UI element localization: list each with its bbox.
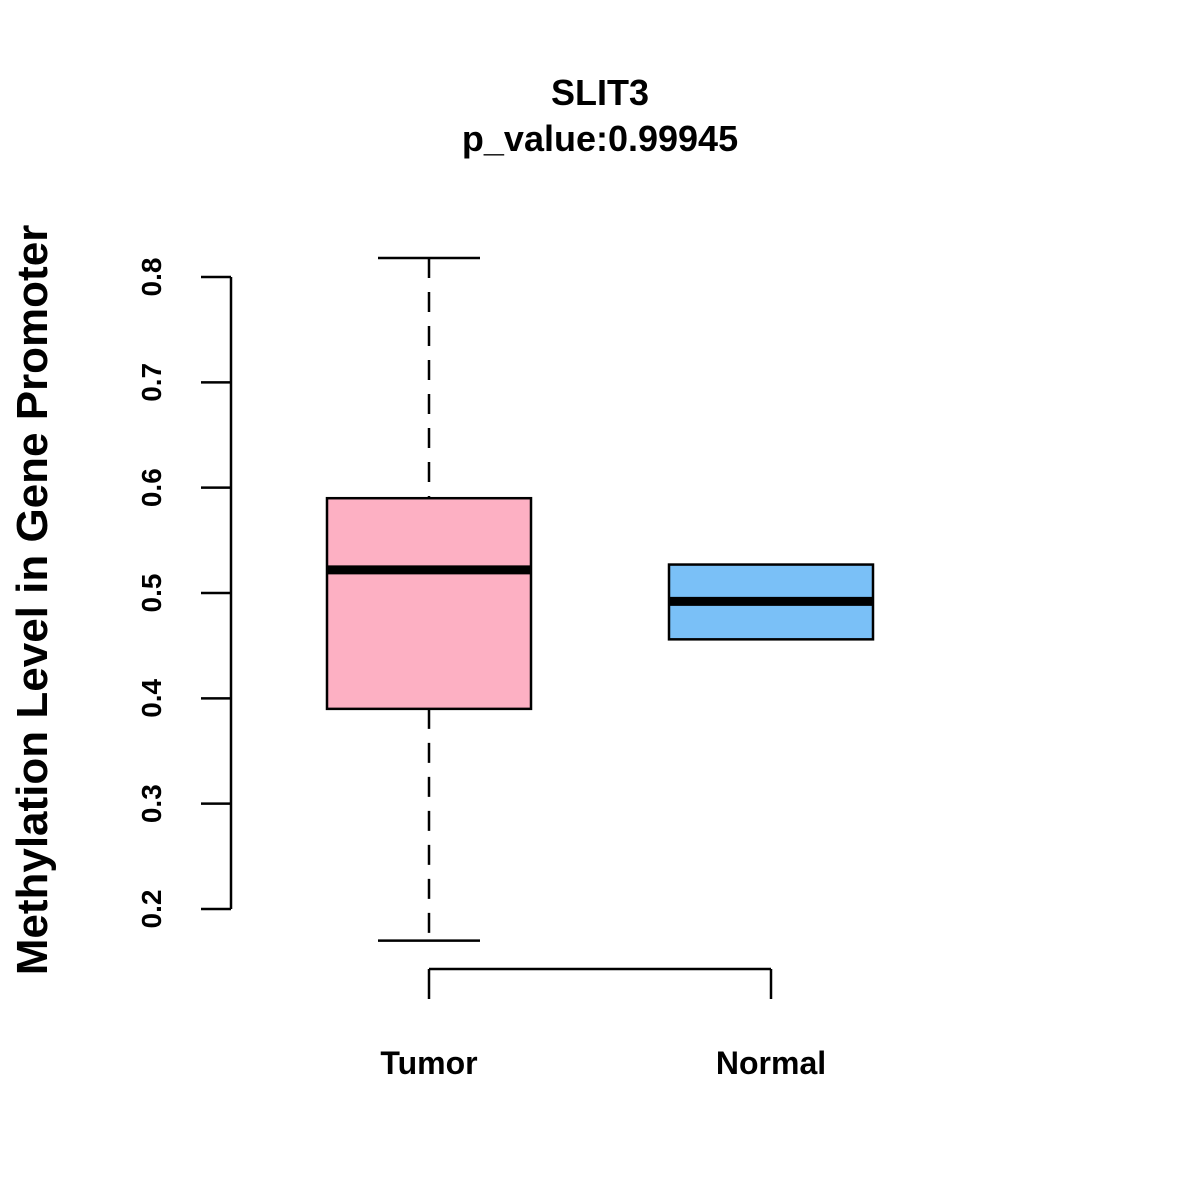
y-tick-label: 0.3	[136, 784, 167, 823]
iqr-box	[325, 496, 533, 711]
y-tick-label: 0.6	[136, 468, 167, 507]
y-axis: 0.2 0.3 0.4 0.5 0.6 0.7 0.8	[136, 258, 233, 929]
boxes-layer	[325, 256, 875, 942]
y-tick-label: 0.4	[136, 678, 167, 717]
y-axis-label: Methylation Level in Gene Promoter	[8, 225, 57, 976]
x-axis: Tumor Normal	[380, 967, 826, 1081]
x-tick-label: Tumor	[380, 1045, 477, 1081]
chart-subtitle: p_value:0.99945	[462, 118, 738, 159]
y-tick-label: 0.7	[136, 363, 167, 402]
y-tick-label: 0.8	[136, 258, 167, 297]
y-tick-label: 0.2	[136, 890, 167, 929]
box-tumor	[325, 256, 533, 942]
y-tick-label: 0.5	[136, 574, 167, 613]
box-normal	[667, 563, 875, 641]
chart-title: SLIT3	[551, 72, 649, 113]
x-tick-label: Normal	[716, 1045, 826, 1081]
